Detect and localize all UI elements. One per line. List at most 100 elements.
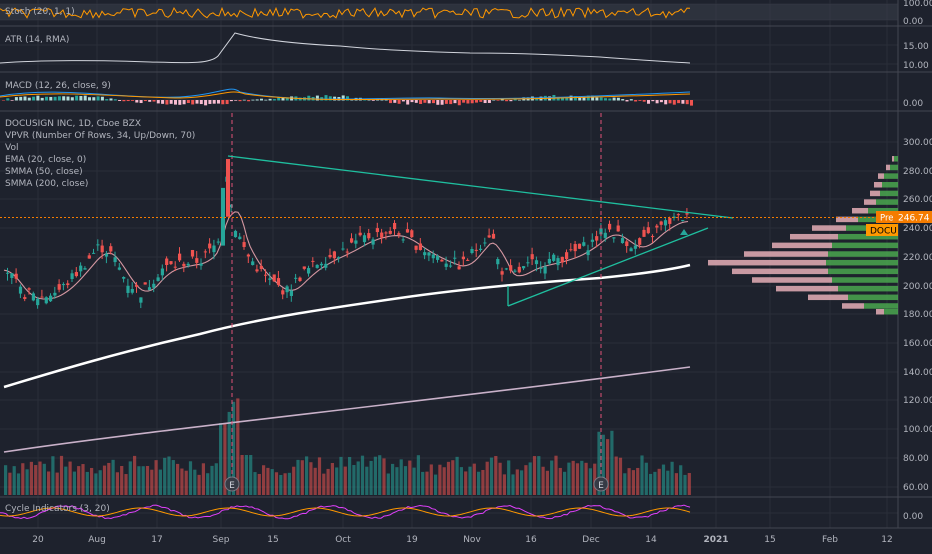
candle-body bbox=[104, 253, 109, 257]
volume-bar bbox=[545, 470, 549, 495]
candle-body bbox=[10, 273, 14, 278]
volume-bar bbox=[597, 431, 601, 495]
volume-bar bbox=[206, 473, 210, 495]
macd-histogram-bar bbox=[195, 100, 199, 104]
macd-histogram-bar bbox=[423, 100, 427, 103]
candle-body bbox=[246, 254, 250, 257]
macd-histogram-bar bbox=[414, 100, 418, 103]
vp-row-up bbox=[876, 199, 898, 205]
macd-histogram-bar bbox=[83, 95, 87, 101]
candle-body bbox=[226, 159, 230, 217]
macd-histogram-bar bbox=[346, 96, 349, 101]
candle-body bbox=[264, 274, 268, 276]
macd-histogram-bar bbox=[2, 100, 5, 101]
candle-body bbox=[178, 253, 182, 261]
vp-row-down bbox=[790, 233, 838, 240]
candle-body bbox=[603, 232, 607, 238]
volume-bar bbox=[580, 460, 584, 495]
candle-body bbox=[461, 256, 465, 260]
price-tick-label: 200.00 bbox=[903, 282, 932, 292]
macd-histogram-bar bbox=[156, 100, 160, 104]
macd-histogram-bar bbox=[647, 100, 650, 104]
volume-bar bbox=[309, 462, 313, 495]
candlesticks bbox=[6, 159, 689, 309]
candle-body bbox=[586, 250, 590, 256]
volume-bar bbox=[451, 460, 455, 495]
volume-bar bbox=[128, 461, 132, 495]
last-price-tag bbox=[876, 211, 932, 223]
vp-row-up bbox=[882, 182, 898, 188]
candle-body bbox=[513, 270, 517, 272]
volume-bar bbox=[644, 462, 648, 495]
macd-histogram-bar bbox=[573, 96, 577, 101]
candle-body bbox=[431, 254, 435, 259]
macd-histogram-bar bbox=[457, 100, 461, 106]
vp-row-down bbox=[878, 173, 884, 179]
macd-histogram-bar bbox=[328, 96, 332, 101]
volume-bar bbox=[489, 457, 494, 495]
candle-body bbox=[556, 258, 560, 266]
volume-bar bbox=[72, 471, 76, 495]
macd-histogram-bar bbox=[23, 96, 27, 101]
macd-histogram-bar bbox=[419, 100, 423, 104]
candle-body bbox=[135, 284, 139, 287]
candle-body bbox=[100, 245, 104, 253]
macd-histogram-bar bbox=[586, 95, 590, 101]
volume-bar bbox=[610, 430, 614, 495]
candle-body bbox=[577, 243, 582, 249]
candle-body bbox=[401, 239, 405, 241]
candle-body bbox=[448, 265, 453, 267]
volume-bar bbox=[636, 467, 640, 495]
volume-bar bbox=[176, 463, 180, 495]
candle-body bbox=[337, 257, 341, 259]
volume-bar bbox=[412, 467, 416, 495]
macd-histogram-bar bbox=[100, 96, 104, 101]
macd-histogram-bar bbox=[324, 95, 328, 101]
candle-body bbox=[659, 221, 663, 225]
macd-histogram-bar bbox=[208, 100, 212, 104]
macd-histogram-bar bbox=[604, 98, 607, 101]
volume-bar bbox=[623, 473, 627, 495]
candle-body bbox=[49, 295, 53, 302]
volume-bar bbox=[227, 411, 231, 495]
volume-bar bbox=[567, 462, 571, 495]
macd-histogram-bar bbox=[393, 100, 397, 103]
candle-body bbox=[83, 268, 87, 270]
candle-body bbox=[388, 230, 392, 234]
volume-bar bbox=[38, 461, 42, 495]
candle-body bbox=[199, 263, 203, 266]
macd-histogram-bar bbox=[225, 100, 229, 105]
volume-bar bbox=[335, 467, 339, 495]
smma200-line bbox=[3, 366, 691, 453]
candle-body bbox=[380, 232, 384, 238]
macd-histogram-bar bbox=[432, 100, 435, 104]
macd-histogram-bar bbox=[651, 100, 655, 102]
macd-histogram-bar bbox=[229, 100, 233, 102]
candle-body bbox=[418, 243, 422, 250]
volume-bar bbox=[391, 463, 395, 495]
volume-bar bbox=[184, 470, 188, 495]
vp-row-up bbox=[848, 294, 898, 301]
time-tick-label: 16 bbox=[525, 535, 537, 545]
volume-bar bbox=[532, 456, 537, 495]
volume-bar bbox=[416, 455, 420, 495]
volume-bar bbox=[373, 456, 377, 495]
volume-bar bbox=[464, 471, 468, 495]
vp-row-down bbox=[876, 308, 884, 315]
candle-body bbox=[453, 257, 457, 259]
volume-bar bbox=[494, 455, 498, 495]
time-tick-label: Aug bbox=[88, 535, 106, 545]
macd-histogram-bar bbox=[677, 100, 681, 104]
indicator-tick-label: 10.00 bbox=[903, 61, 929, 71]
volume-bar bbox=[434, 474, 438, 495]
candle-body bbox=[565, 252, 569, 260]
candle-body bbox=[466, 259, 470, 261]
vp-row-up bbox=[838, 285, 898, 292]
volume-bar bbox=[348, 457, 352, 495]
volume-bar bbox=[683, 474, 687, 495]
volume-bar bbox=[524, 465, 528, 495]
macd-pane-title: MACD (12, 26, close, 9) bbox=[5, 81, 111, 91]
